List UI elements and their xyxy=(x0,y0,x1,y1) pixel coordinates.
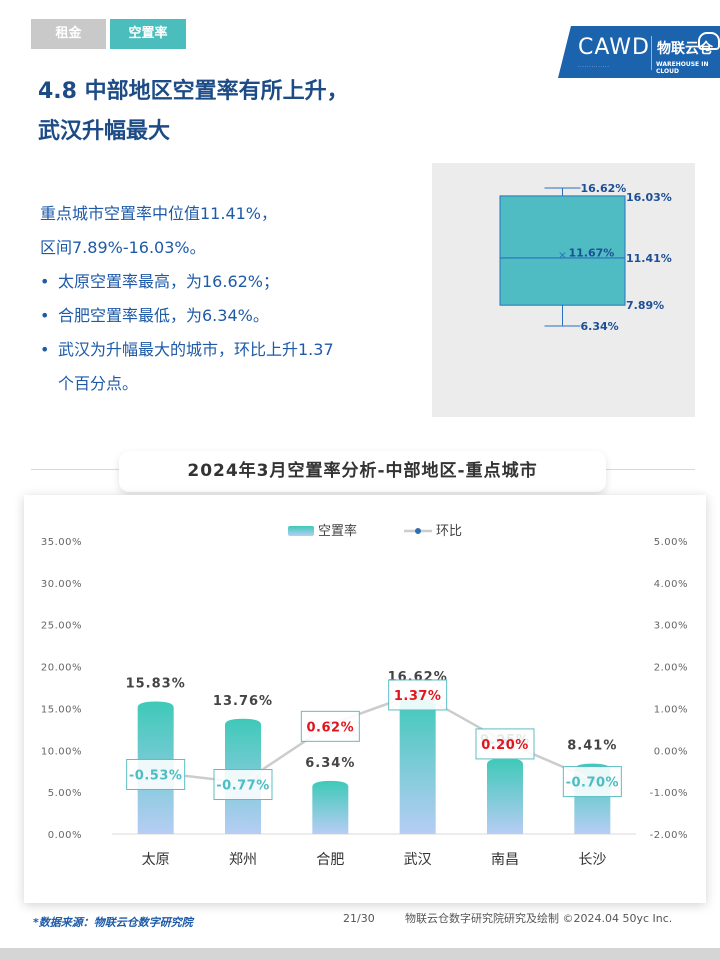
category-label: 郑州 xyxy=(229,852,257,868)
tab-vacancy[interactable]: 空置率 xyxy=(110,19,186,49)
qoq-label-box xyxy=(562,766,622,798)
left-axis-tick-label: 10.00% xyxy=(41,746,82,757)
bar-value-label: 13.76% xyxy=(213,694,273,709)
right-axis-tick-label: 3.00% xyxy=(654,621,688,632)
qoq-label-box xyxy=(213,769,273,801)
right-axis-tick-label: 4.00% xyxy=(654,579,688,590)
left-axis-tick-label: 15.00% xyxy=(41,704,82,715)
combo-chart: 0.00% 5.00% 10.00% 15.00% 20.00% 25.00% 30.00%… xyxy=(41,523,688,868)
summary-bullet-2: 合肥空置率最低，为6.34%。 xyxy=(40,299,420,333)
legend-line-label: 环比 xyxy=(436,524,462,539)
box-mean-marker: × xyxy=(558,248,567,261)
qoq-label-box xyxy=(475,728,535,760)
bar-value-label: 6.34% xyxy=(305,756,355,771)
qoq-label-box xyxy=(388,679,448,711)
box-q1-label: 7.89% xyxy=(626,299,664,312)
left-axis-tick-label: 5.00% xyxy=(48,788,82,799)
summary-text: 重点城市空置率中位值11.41%， 区间7.89%-16.03%。 太原空置率最… xyxy=(40,197,420,401)
cawd-logo: CAWD ·············· 物联云仓 WAREHOUSE IN CL… xyxy=(558,26,720,78)
category-label: 武汉 xyxy=(404,852,432,868)
right-axis-tick-label: 1.00% xyxy=(654,704,688,715)
box-max-label: 16.62% xyxy=(581,182,627,195)
bar-南昌 xyxy=(487,758,523,834)
right-axis-tick-label: -2.00% xyxy=(650,830,688,841)
left-axis-tick-label: 35.00% xyxy=(41,537,82,548)
box-mean-label: 11.67% xyxy=(569,246,615,259)
logo-text: CAWD xyxy=(578,35,650,60)
legend-bar-swatch xyxy=(288,526,314,536)
left-axis-tick-label: 25.00% xyxy=(41,621,82,632)
bar-value-label: 15.83% xyxy=(126,676,186,691)
title-line-2: 武汉升幅最大 xyxy=(38,119,171,144)
left-axis-tick-label: 0.00% xyxy=(48,830,82,841)
page-title: 4.8 中部地区空置率有所上升， 武汉升幅最大 xyxy=(38,72,349,152)
data-source: *数据来源：物联云仓数字研究院 xyxy=(33,916,193,929)
qoq-value-label: -0.77% xyxy=(216,779,270,794)
left-axis-tick-label: 20.00% xyxy=(41,663,82,674)
logo-en-text: WAREHOUSE IN CLOUD xyxy=(656,61,709,75)
qoq-label-box xyxy=(126,758,186,790)
category-label: 长沙 xyxy=(578,852,606,868)
qoq-value-label: 0.20% xyxy=(481,738,529,753)
summary-bullet-3: 武汉为升幅最大的城市，环比上升1.37 xyxy=(40,333,420,367)
chart-panel: 0.00% 5.00% 10.00% 15.00% 20.00% 25.00% 30.00%… xyxy=(24,495,706,903)
qoq-value-label: -0.70% xyxy=(566,776,620,791)
box-median-label: 11.41% xyxy=(626,252,672,265)
qoq-value-label: 1.37% xyxy=(394,689,442,704)
legend-bar-label: 空置率 xyxy=(318,523,357,539)
credit-text: 物联云仓数字研究院研究及绘制 ©2024.04 50yc Inc. xyxy=(405,912,673,925)
right-axis-tick-label: 0.00% xyxy=(654,746,688,757)
summary-line-1: 重点城市空置率中位值11.41%， xyxy=(40,204,278,223)
box-iqr xyxy=(499,195,626,306)
bar-武汉 xyxy=(399,694,436,834)
qoq-label-box xyxy=(300,710,360,742)
left-axis-tick-label: 30.00% xyxy=(41,579,82,590)
boxplot-panel: × 16.62% 16.03% 11.67% 11.41% 7.89% 6.34% xyxy=(432,163,695,417)
legend-line-point xyxy=(415,528,421,534)
logo-subtext: ·············· xyxy=(578,64,610,69)
right-axis-tick-label: 5.00% xyxy=(654,537,688,548)
qoq-value-label: -0.53% xyxy=(129,768,183,783)
title-line-1: 4.8 中部地区空置率有所上升， xyxy=(38,79,349,104)
category-label: 太原 xyxy=(142,852,170,868)
summary-bullet-1: 太原空置率最高，为16.62%； xyxy=(40,265,420,299)
category-label: 南昌 xyxy=(491,852,519,868)
qoq-value-label: 0.62% xyxy=(307,720,355,735)
category-label: 合肥 xyxy=(316,852,344,868)
boxplot: × 16.62%16.03% 11.67% 11.41% 7.89% 6.34% xyxy=(499,182,672,333)
bar-合肥 xyxy=(312,780,349,834)
logo-separator xyxy=(651,36,652,70)
cloud-icon xyxy=(698,32,720,50)
page-number: 21/30 xyxy=(343,912,375,925)
right-axis-tick-label: -1.00% xyxy=(650,788,688,799)
summary-line-2: 区间7.89%-16.03%。 xyxy=(40,238,206,257)
summary-bullet-3-cont: 个百分点。 xyxy=(58,374,139,393)
tab-rent[interactable]: 租金 xyxy=(31,19,106,49)
right-axis-tick-label: 2.00% xyxy=(654,663,688,674)
chart-title: 2024年3月空置率分析-中部地区-重点城市 xyxy=(119,451,606,492)
bottom-bar xyxy=(0,948,720,960)
box-min-label: 6.34% xyxy=(581,320,619,333)
bar-value-label: 8.41% xyxy=(567,739,617,754)
box-q3-label: 16.03% xyxy=(626,191,672,204)
